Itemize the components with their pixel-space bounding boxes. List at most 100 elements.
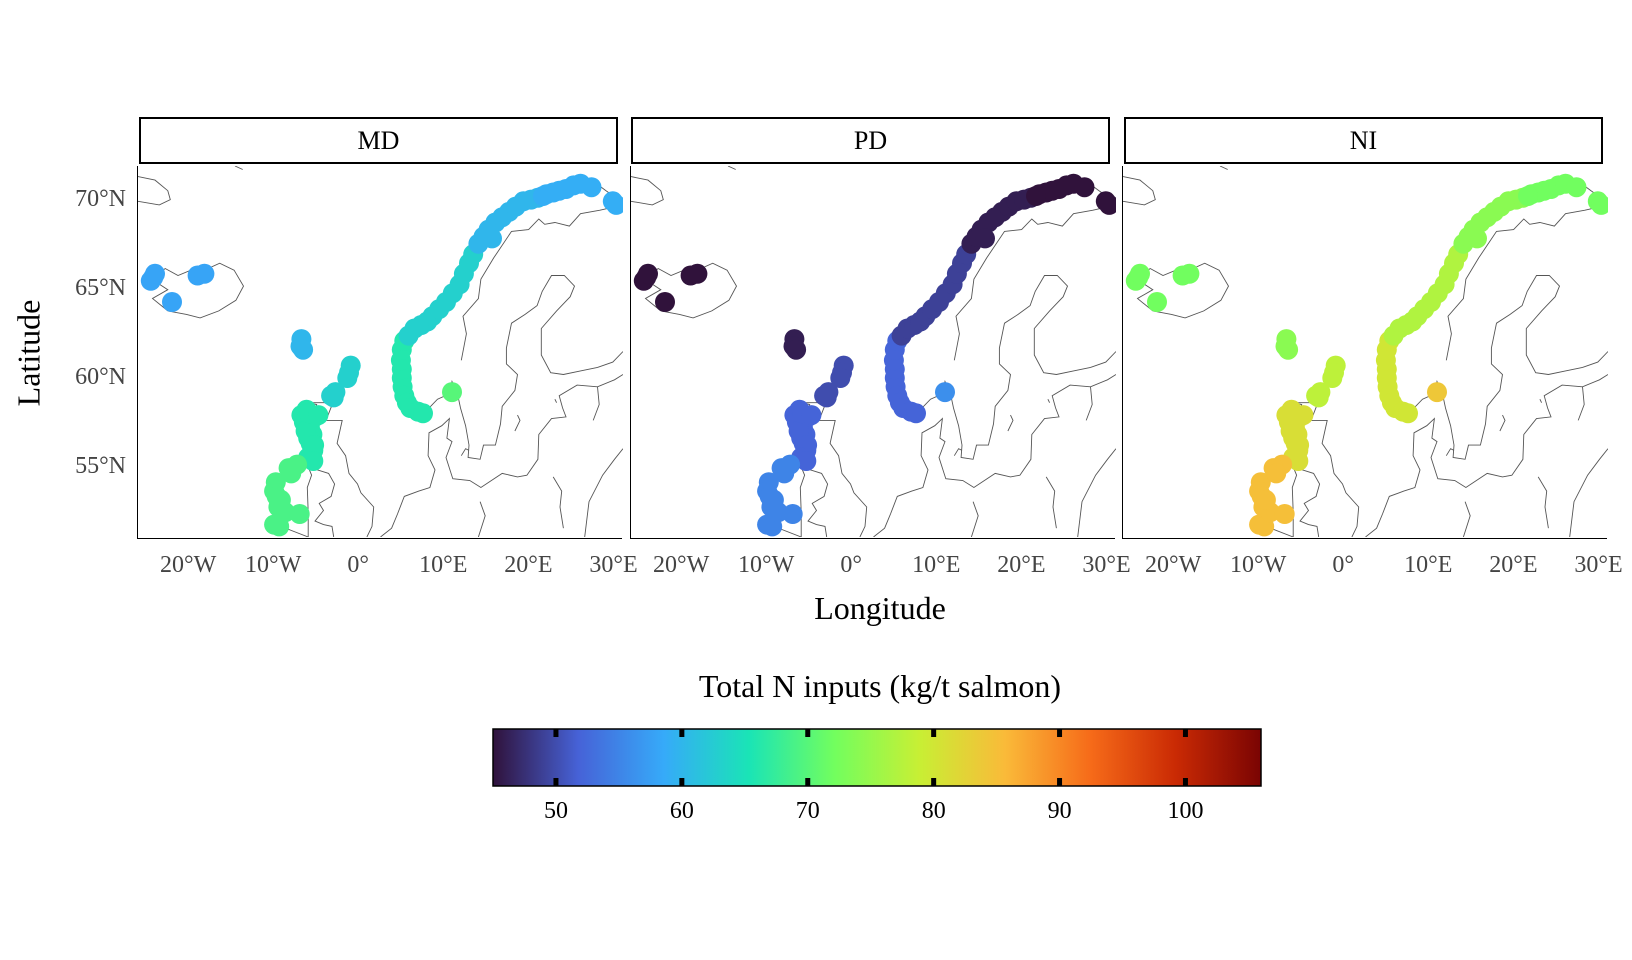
x-tick-label: 20°W (160, 552, 216, 579)
farm-point (655, 292, 675, 312)
farm-point (533, 186, 553, 206)
farm-point (1306, 386, 1326, 406)
coastline (138, 177, 170, 205)
coastline (631, 177, 663, 205)
farm-point (1427, 382, 1447, 402)
coastline (1540, 399, 1542, 403)
map-pd (631, 166, 1116, 537)
farm-point (293, 340, 313, 360)
coastline (1446, 449, 1454, 456)
x-tick-label: 10°E (1404, 552, 1452, 579)
farm-point (975, 228, 995, 248)
facet-label: NI (1350, 126, 1377, 156)
farm-point (1179, 264, 1199, 284)
farm-point (1075, 177, 1095, 197)
x-tick-label: 20°E (504, 552, 552, 579)
y-tick-label: 65°N (40, 275, 126, 302)
map-panel-ni (1122, 166, 1607, 539)
coastline (1570, 449, 1608, 537)
facet-label: PD (854, 126, 887, 156)
farm-point (1467, 228, 1487, 248)
farm-point (1130, 264, 1150, 284)
basemap-outlines (631, 166, 1116, 537)
colorbar-tick-label: 100 (1168, 798, 1204, 825)
x-tick-label: 20°E (997, 552, 1045, 579)
coastline (235, 166, 243, 170)
farm-point (935, 382, 955, 402)
facet-strip-ni: NI (1124, 117, 1603, 164)
coastline (553, 477, 563, 528)
map-ni (1123, 166, 1608, 537)
coastline (381, 375, 624, 538)
basemap-outlines (138, 166, 623, 537)
colorbar-tick-label: 50 (544, 798, 568, 825)
facet-strip-pd: PD (631, 117, 1110, 164)
y-tick-label: 55°N (40, 453, 126, 480)
coastline (1463, 502, 1470, 537)
x-tick-label: 30°E (589, 552, 637, 579)
farm-point (281, 463, 301, 483)
x-tick-label: 0° (1332, 552, 1354, 579)
coastline (971, 502, 978, 537)
farm-point (814, 386, 834, 406)
farm-point (1567, 177, 1587, 197)
farm-points (141, 174, 623, 537)
coastline (555, 399, 557, 403)
coastline (728, 166, 736, 170)
coastline (478, 502, 485, 537)
farm-point (442, 382, 462, 402)
coastline (1500, 415, 1505, 431)
farm-point (271, 490, 291, 510)
farm-points (634, 174, 1116, 537)
basemap-outlines (1123, 166, 1608, 537)
map-panel-pd (630, 166, 1115, 539)
farm-point (1266, 463, 1286, 483)
coastline (954, 449, 962, 456)
coastline (1538, 477, 1548, 528)
x-tick-label: 10°W (1230, 552, 1286, 579)
coastline (1078, 449, 1116, 537)
farm-point (764, 490, 784, 510)
farm-point (1398, 403, 1418, 423)
farm-point (194, 264, 214, 284)
map-panel-md (137, 166, 622, 539)
farm-point (290, 504, 310, 524)
x-axis-title: Longitude (0, 590, 1632, 627)
colorbar-tick-label: 80 (922, 798, 946, 825)
farm-points (1126, 174, 1608, 537)
legend-title: Total N inputs (kg/t salmon) (0, 668, 1632, 705)
x-tick-label: 30°E (1082, 552, 1130, 579)
farm-point (906, 403, 926, 423)
x-tick-label: 10°E (912, 552, 960, 579)
y-tick-label: 60°N (40, 364, 126, 391)
coastline (1220, 166, 1228, 170)
farm-point (801, 405, 821, 425)
x-tick-label: 0° (347, 552, 369, 579)
coastline (585, 449, 623, 537)
farm-point (1147, 292, 1167, 312)
colorbar-tick-label: 60 (670, 798, 694, 825)
farm-point (783, 504, 803, 524)
coastline (1366, 375, 1609, 538)
coastline (1578, 387, 1584, 421)
x-tick-label: 10°W (738, 552, 794, 579)
farm-point (1256, 490, 1276, 510)
farm-point (162, 292, 182, 312)
coastline (1086, 387, 1092, 421)
farm-point (1278, 340, 1298, 360)
farm-point (482, 228, 502, 248)
coastline (461, 449, 469, 456)
coastline (1123, 177, 1155, 205)
farm-point (321, 386, 341, 406)
farm-point (1518, 186, 1538, 206)
map-md (138, 166, 623, 537)
farm-point (1026, 186, 1046, 206)
x-tick-label: 20°W (653, 552, 709, 579)
farm-point (145, 264, 165, 284)
colorbar (492, 728, 1262, 788)
coastline (515, 415, 520, 431)
x-tick-label: 10°W (245, 552, 301, 579)
coastline (593, 387, 599, 421)
coastline (1008, 415, 1013, 431)
